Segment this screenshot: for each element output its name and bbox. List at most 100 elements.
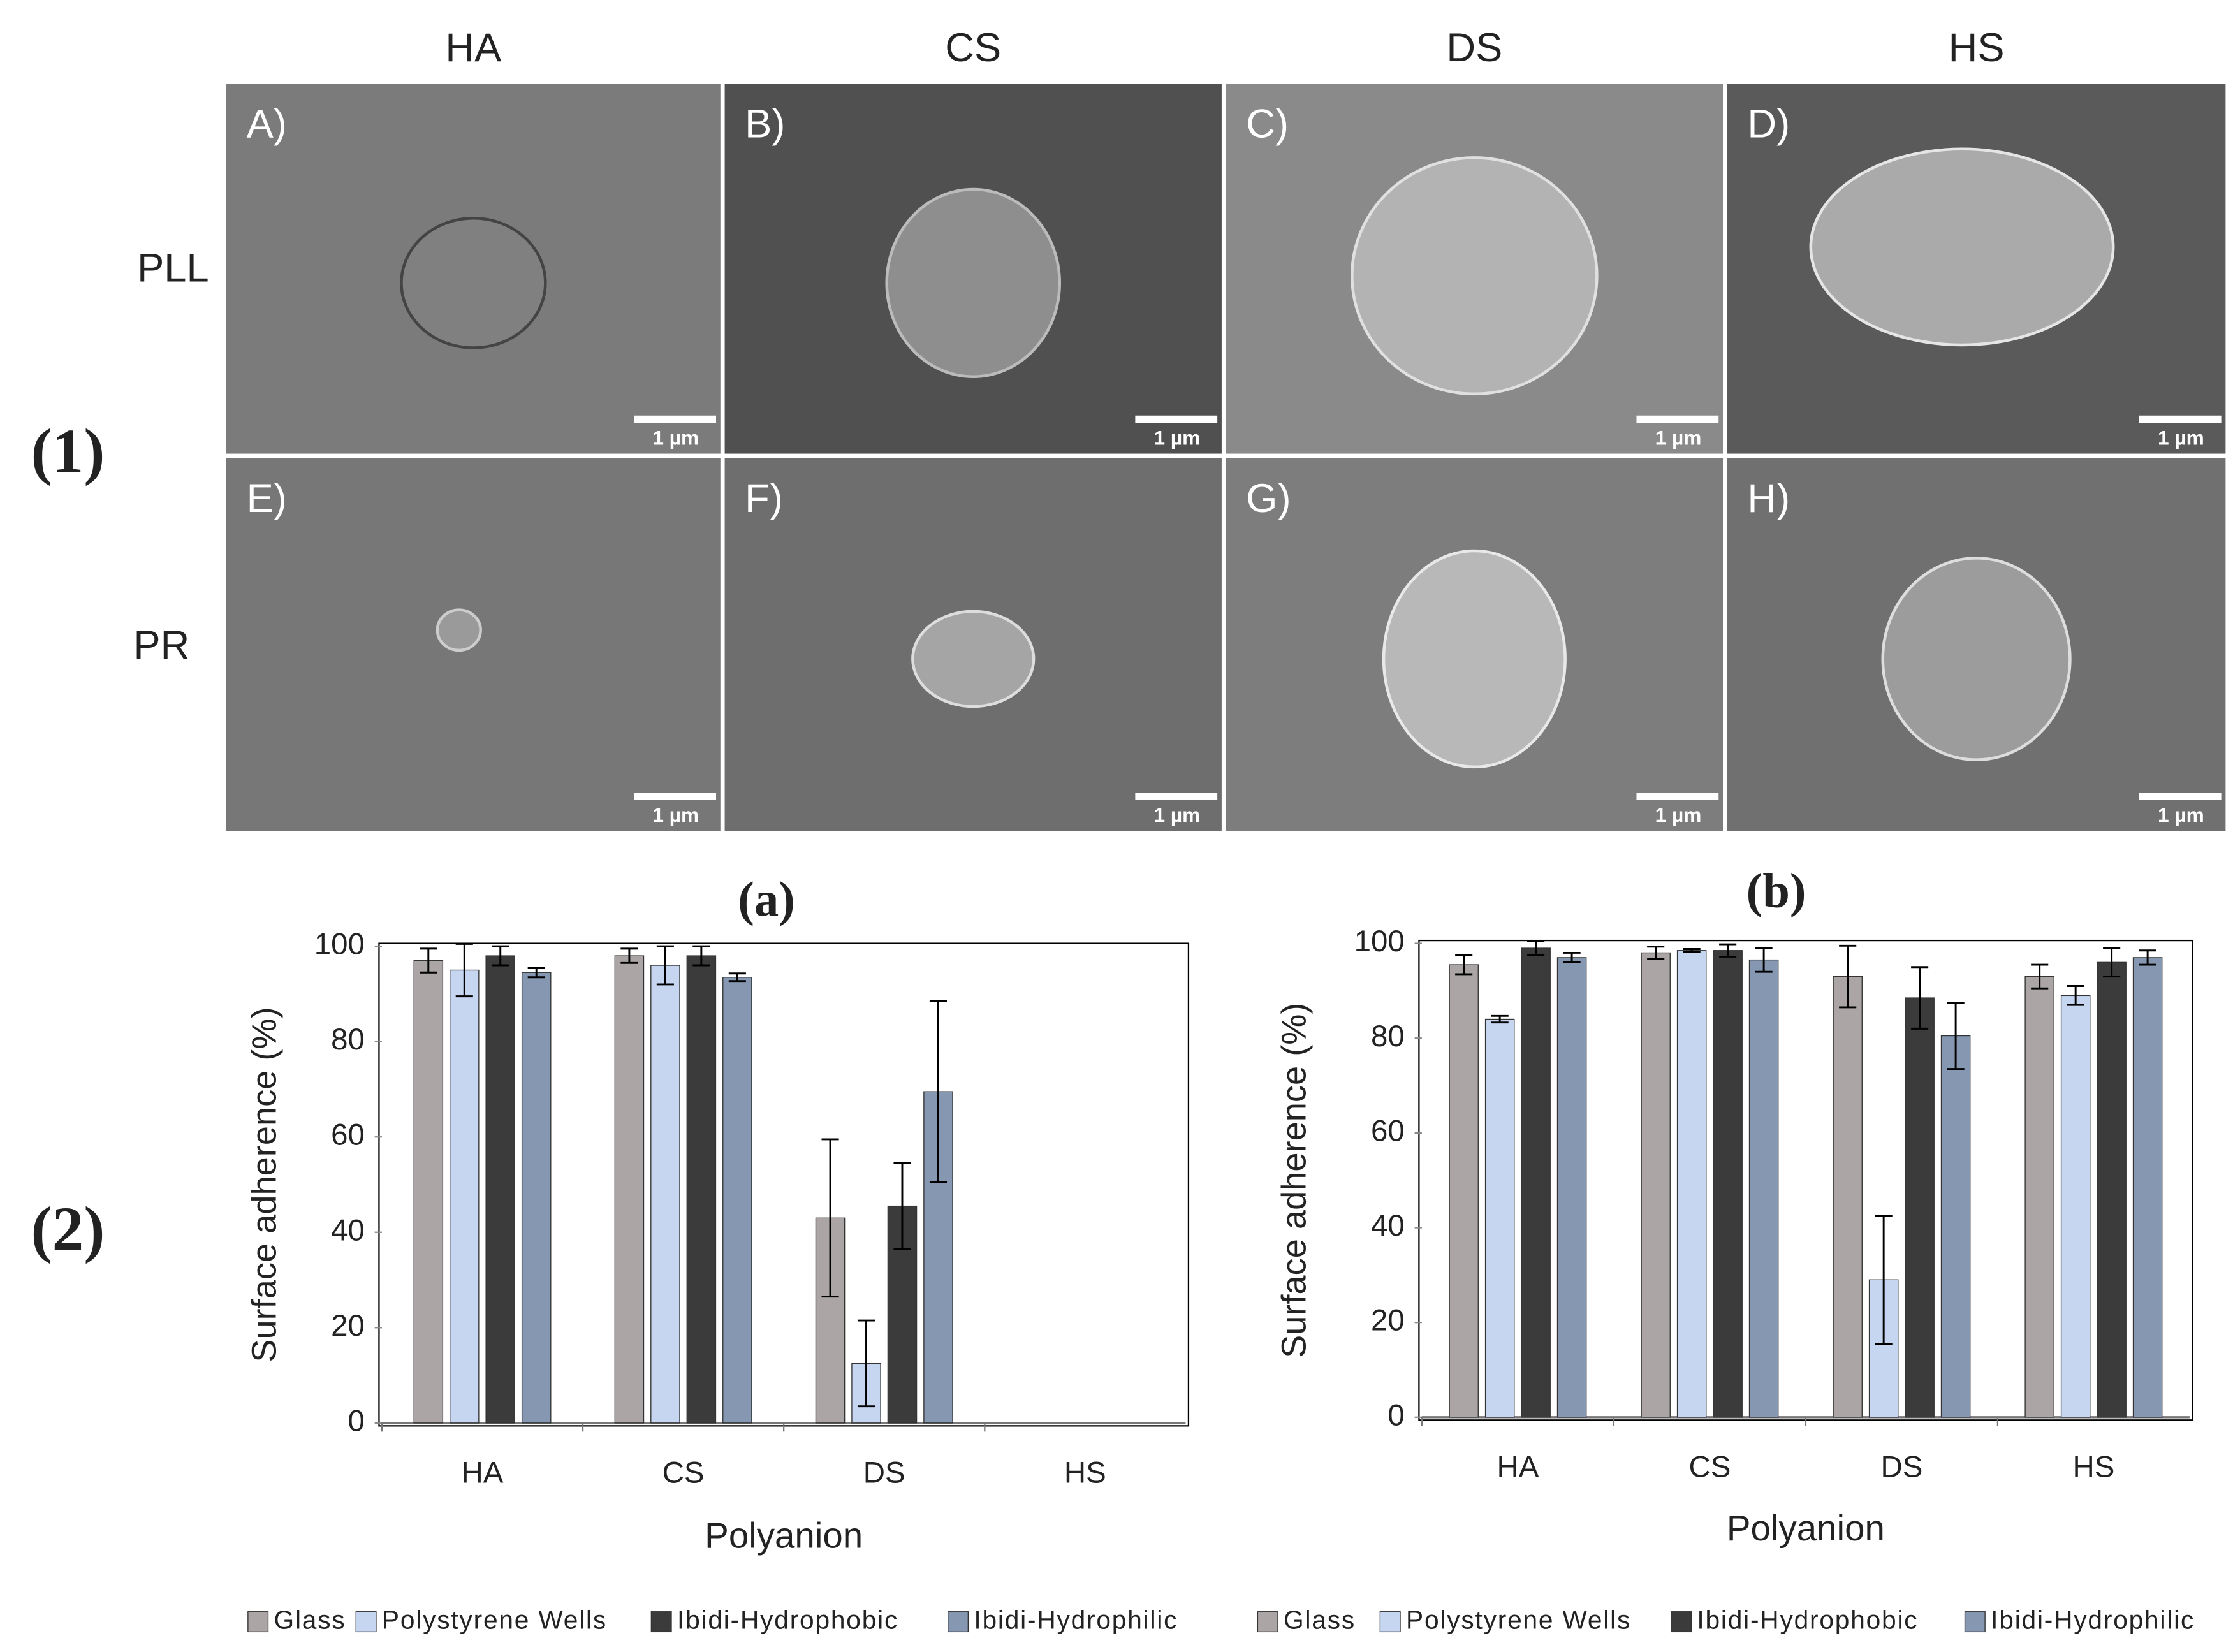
error-bar	[1911, 966, 1929, 1030]
legend-label: Ibidi-Hydrophilic	[1991, 1605, 2195, 1634]
bar	[1449, 964, 1479, 1418]
y-tick-label: 80	[331, 1023, 365, 1056]
bar	[1556, 957, 1587, 1418]
x-axis-label: Polyanion	[1727, 1508, 1885, 1548]
x-tick-label: HA	[462, 1456, 504, 1490]
legend-label: Glass	[274, 1605, 346, 1634]
bar	[2132, 957, 2163, 1418]
bar	[1713, 950, 1743, 1418]
legend-swatch	[247, 1611, 269, 1633]
x-tick-label: HS	[2072, 1451, 2114, 1484]
bar	[1940, 1035, 1971, 1418]
particle	[1382, 549, 1567, 769]
error-bar	[1527, 940, 1545, 956]
legend-label: Ibidi-Hydrophobic	[1697, 1605, 1918, 1634]
x-tick-label: HS	[1064, 1456, 1106, 1490]
column-header: CS	[945, 26, 1001, 70]
legend-swatch	[650, 1611, 672, 1633]
bar	[413, 960, 444, 1424]
section-label: (2)	[31, 1194, 105, 1264]
bar	[722, 977, 752, 1424]
y-tick-label: 100	[1354, 925, 1405, 958]
legend-swatch	[355, 1611, 377, 1633]
particle	[436, 608, 482, 652]
panel-letter: H)	[1747, 476, 1790, 521]
panel-letter: F)	[745, 476, 783, 521]
scale-bar-label: 1 µm	[2158, 426, 2204, 449]
bar	[650, 965, 680, 1424]
bar	[2024, 976, 2054, 1418]
column-header: HA	[445, 26, 502, 70]
error-bar	[857, 1319, 875, 1408]
error-bar	[2139, 949, 2156, 966]
column-header: DS	[1446, 26, 1502, 70]
error-bar	[1455, 954, 1473, 976]
error-bar	[1875, 1215, 1893, 1345]
scale-bar-label: 1 µm	[652, 803, 699, 826]
x-axis-label: Polyanion	[705, 1515, 863, 1555]
particle	[400, 216, 547, 349]
row-label: PLL	[137, 245, 209, 290]
error-bar	[893, 1162, 911, 1250]
error-bar	[620, 947, 638, 964]
legend-swatch	[1964, 1611, 1986, 1633]
row-label: PR	[133, 623, 189, 668]
bar	[1748, 959, 1779, 1418]
scale-bar-label: 1 µm	[2158, 803, 2204, 826]
panel-letter: A)	[247, 101, 287, 146]
section-label: (1)	[31, 416, 105, 486]
legend-swatch	[948, 1611, 969, 1633]
y-tick-label: 40	[1371, 1209, 1405, 1243]
y-tick-label: 80	[1371, 1020, 1405, 1053]
error-bar	[1563, 951, 1581, 963]
bar	[485, 955, 516, 1424]
particle	[1351, 156, 1599, 396]
error-bar	[2031, 963, 2049, 990]
scale-bar-label: 1 µm	[1154, 803, 1201, 826]
y-tick-label: 100	[314, 928, 365, 961]
column-header: HS	[1949, 26, 2005, 70]
error-bar	[929, 1000, 948, 1183]
error-bar	[420, 947, 437, 974]
legend-label: Polystyrene Wells	[382, 1605, 607, 1634]
y-tick-label: 20	[1371, 1304, 1405, 1338]
error-bar	[1647, 946, 1665, 960]
bar	[2097, 961, 2127, 1418]
error-bar	[821, 1138, 839, 1298]
scale-bar-label: 1 µm	[652, 426, 699, 449]
bar	[1484, 1018, 1515, 1418]
error-bar	[455, 942, 473, 998]
bar	[1676, 950, 1707, 1418]
legend-swatch	[1257, 1611, 1278, 1633]
y-tick-label: 40	[331, 1213, 365, 1247]
error-bar	[1947, 1002, 1965, 1071]
error-bar	[2067, 985, 2084, 1006]
error-bar	[2103, 947, 2121, 978]
legend-label: Ibidi-Hydrophilic	[974, 1605, 1178, 1634]
particle	[885, 187, 1062, 378]
panel-letter: G)	[1246, 476, 1291, 521]
error-bar	[492, 945, 509, 967]
y-tick-label: 20	[331, 1309, 365, 1343]
chart-title: (b)	[1746, 864, 1806, 918]
bar	[1905, 997, 1935, 1418]
error-bar	[728, 972, 746, 983]
error-bar	[527, 967, 545, 979]
legend-swatch	[1671, 1611, 1692, 1633]
y-tick-label: 0	[348, 1404, 364, 1438]
error-bar	[1683, 948, 1701, 953]
chart-title: (a)	[738, 872, 795, 926]
bar	[2060, 995, 2091, 1418]
panel-letter: E)	[247, 476, 287, 521]
y-axis-label: Surface adherence (%)	[1275, 1003, 1314, 1358]
bar	[449, 969, 480, 1424]
x-tick-label: DS	[1880, 1451, 1922, 1484]
error-bar	[1719, 943, 1737, 958]
error-bar	[656, 945, 674, 986]
x-tick-label: HA	[1497, 1451, 1539, 1484]
y-tick-label: 60	[1371, 1114, 1405, 1148]
legend-label: Polystyrene Wells	[1406, 1605, 1631, 1634]
bar	[614, 955, 645, 1424]
